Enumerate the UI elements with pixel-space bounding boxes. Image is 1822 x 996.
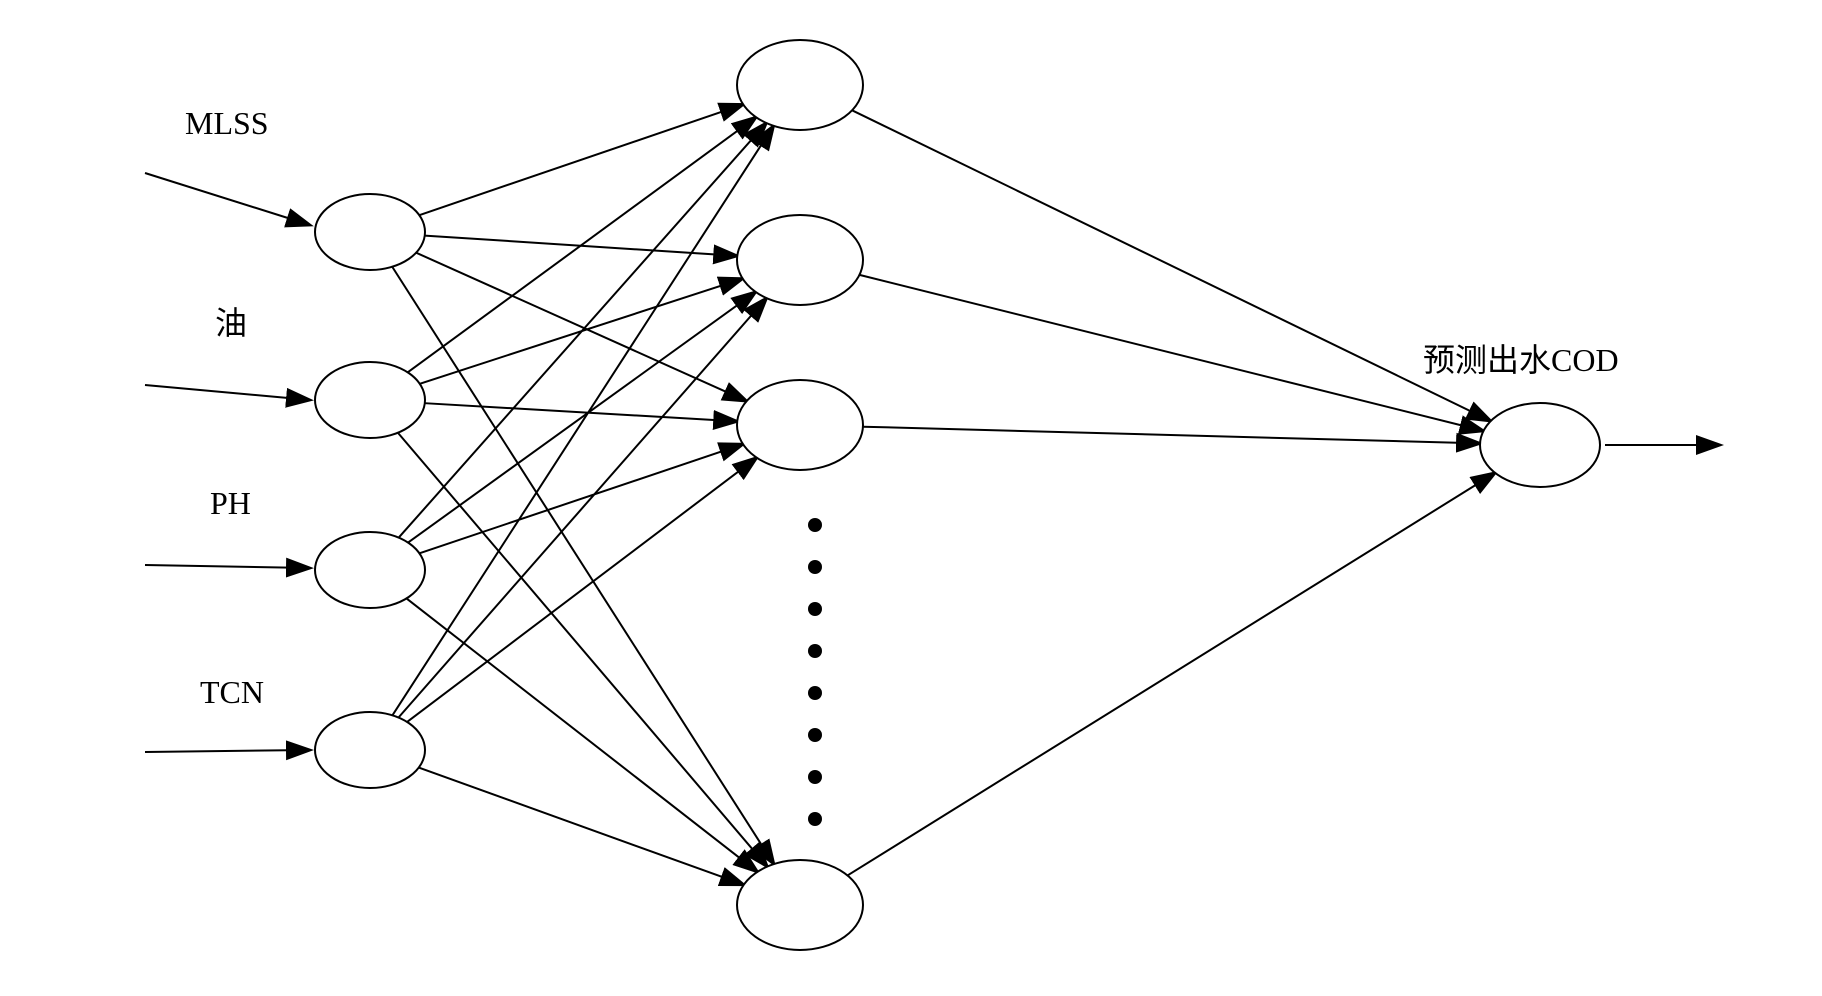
edge-input-hidden [419,768,744,885]
edge-input-hidden [407,458,757,722]
ellipsis-dot [808,686,822,700]
input-arrow [145,173,310,225]
input-label-oil: 油 [215,298,247,344]
ellipsis-dot [808,644,822,658]
edges-layer [392,104,1495,884]
ellipsis-dots [808,518,822,826]
edge-input-hidden [408,117,756,372]
input-label-tcn: TCN [200,674,264,711]
input-label-ph: PH [210,485,251,522]
ellipsis-dot [808,812,822,826]
ellipsis-dot [808,518,822,532]
input-node [315,194,425,270]
edge-hidden-output [852,110,1491,421]
hidden-node [737,40,863,130]
edge-hidden-output [859,275,1483,431]
edge-hidden-output [848,473,1496,876]
neural-network-diagram [0,0,1822,996]
output-label-cod: 预测出水COD [1423,335,1619,381]
input-node [315,712,425,788]
hidden-node [737,215,863,305]
hidden-node [737,380,863,470]
edge-input-hidden [406,598,757,871]
input-node [315,362,425,438]
ellipsis-dot [808,770,822,784]
input-arrow [145,750,310,752]
edge-input-hidden [399,298,767,717]
ellipsis-dot [808,560,822,574]
nodes-layer [315,40,1600,950]
input-arrow [145,565,310,568]
ellipsis-dot [808,602,822,616]
input-arrow [145,385,310,400]
edge-input-hidden [419,104,743,215]
edge-input-hidden [416,253,747,401]
edge-hidden-output [863,427,1480,444]
hidden-node [737,860,863,950]
edge-input-hidden [399,123,767,538]
output-node [1480,403,1600,487]
ellipsis-dot [808,728,822,742]
input-label-mlss: MLSS [185,105,269,142]
input-node [315,532,425,608]
